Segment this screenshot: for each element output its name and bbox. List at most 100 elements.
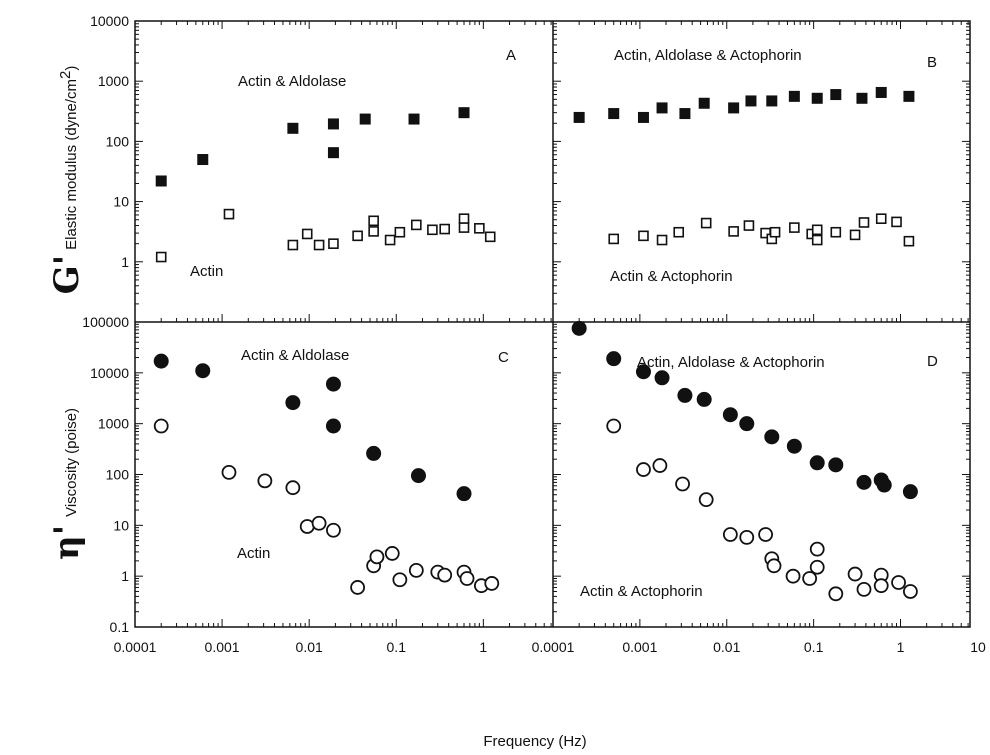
data-point <box>847 566 863 582</box>
data-point <box>652 458 668 473</box>
data-point <box>739 416 755 432</box>
x-tick-label: 10 <box>970 639 986 655</box>
data-point <box>875 213 887 224</box>
data-point <box>811 234 823 246</box>
data-point <box>698 492 714 508</box>
panel-label-d: D <box>927 353 938 370</box>
data-point <box>195 363 211 379</box>
y-tick-label: 1 <box>121 254 129 270</box>
y-tick-label: 10 <box>113 194 129 210</box>
data-point <box>223 208 235 220</box>
y-tick-label: 100 <box>106 467 130 483</box>
data-point <box>410 468 426 484</box>
y-tick-label: 0.1 <box>110 619 130 635</box>
data-point <box>301 228 313 240</box>
y-tick-label: 1000 <box>98 73 129 89</box>
annotation-a-actin-aldolase: Actin & Aldolase <box>238 73 346 90</box>
y-axis-text-elastic-modulus: Elastic modulus (dyne/cm <box>63 79 80 250</box>
data-point <box>788 90 800 102</box>
data-point <box>458 213 470 224</box>
data-point <box>155 175 167 187</box>
data-point <box>673 226 685 238</box>
y-tick-label: 1000 <box>98 416 129 432</box>
data-point <box>311 515 327 531</box>
data-point <box>299 519 315 534</box>
data-point <box>327 118 339 130</box>
data-point <box>675 476 690 492</box>
x-tick-label: 1 <box>479 639 487 655</box>
data-point <box>873 472 889 488</box>
y-axis-superscript: 2 <box>57 71 74 79</box>
data-point <box>285 480 301 496</box>
data-point <box>327 147 339 159</box>
y-axis-close-paren: ) <box>63 66 80 71</box>
data-point <box>856 581 872 597</box>
annotation-a-actin: Actin <box>190 263 223 280</box>
data-point <box>636 462 651 477</box>
data-point <box>326 522 341 538</box>
x-tick-label: 0.1 <box>804 639 824 655</box>
y-axis-text-viscosity: Viscosity (poise) <box>63 408 80 517</box>
data-point <box>856 92 868 104</box>
data-point <box>902 484 918 500</box>
data-point <box>858 217 870 228</box>
data-point <box>785 568 801 584</box>
data-point <box>153 418 169 434</box>
data-point <box>802 571 818 586</box>
data-point <box>328 238 339 249</box>
x-tick-label: 0.0001 <box>532 639 575 655</box>
data-point <box>392 572 408 588</box>
data-point <box>722 527 738 542</box>
data-point <box>728 226 739 237</box>
y-tick-label: 100000 <box>82 314 129 330</box>
data-point <box>359 113 371 125</box>
y-tick-label: 1 <box>121 568 129 584</box>
data-point <box>903 235 915 247</box>
data-point <box>368 226 379 237</box>
data-point <box>155 251 167 263</box>
data-point <box>891 575 906 590</box>
y-tick-label: 100 <box>106 133 130 149</box>
data-point <box>197 154 209 166</box>
data-point <box>325 418 341 434</box>
data-point <box>809 455 825 471</box>
data-point <box>679 108 691 120</box>
data-point <box>408 113 420 125</box>
data-point <box>350 580 366 595</box>
annotation-c-actin: Actin <box>237 545 270 562</box>
data-point <box>608 233 620 245</box>
panel-label-a: A <box>506 47 516 64</box>
y-tick-label: 10000 <box>90 365 129 381</box>
data-point <box>769 226 781 238</box>
data-point <box>573 111 585 123</box>
data-point <box>698 97 710 109</box>
x-tick-label: 1 <box>897 639 905 655</box>
data-point <box>637 111 649 123</box>
data-point <box>257 473 273 489</box>
data-point <box>458 222 470 233</box>
data-point <box>408 562 424 578</box>
data-point <box>903 90 915 102</box>
data-point <box>811 92 823 104</box>
data-point <box>352 230 363 242</box>
data-point <box>606 418 622 434</box>
data-point <box>656 102 668 114</box>
data-point <box>656 234 668 246</box>
data-point <box>606 351 622 367</box>
data-point <box>828 457 844 473</box>
data-point <box>722 407 738 423</box>
x-axis-label: Frequency (Hz) <box>483 733 586 750</box>
x-tick-label: 0.001 <box>622 639 657 655</box>
data-point <box>902 584 918 599</box>
data-point <box>830 89 842 101</box>
data-point <box>571 320 587 336</box>
data-point <box>700 217 712 229</box>
data-point <box>635 364 651 380</box>
annotation-d-aldolase-actophorin: Actin, Aldolase & Actophorin <box>637 354 825 371</box>
data-point <box>891 216 902 228</box>
data-point <box>809 559 825 575</box>
x-tick-label: 0.01 <box>296 639 323 655</box>
data-point <box>287 239 299 251</box>
data-point <box>789 222 800 233</box>
